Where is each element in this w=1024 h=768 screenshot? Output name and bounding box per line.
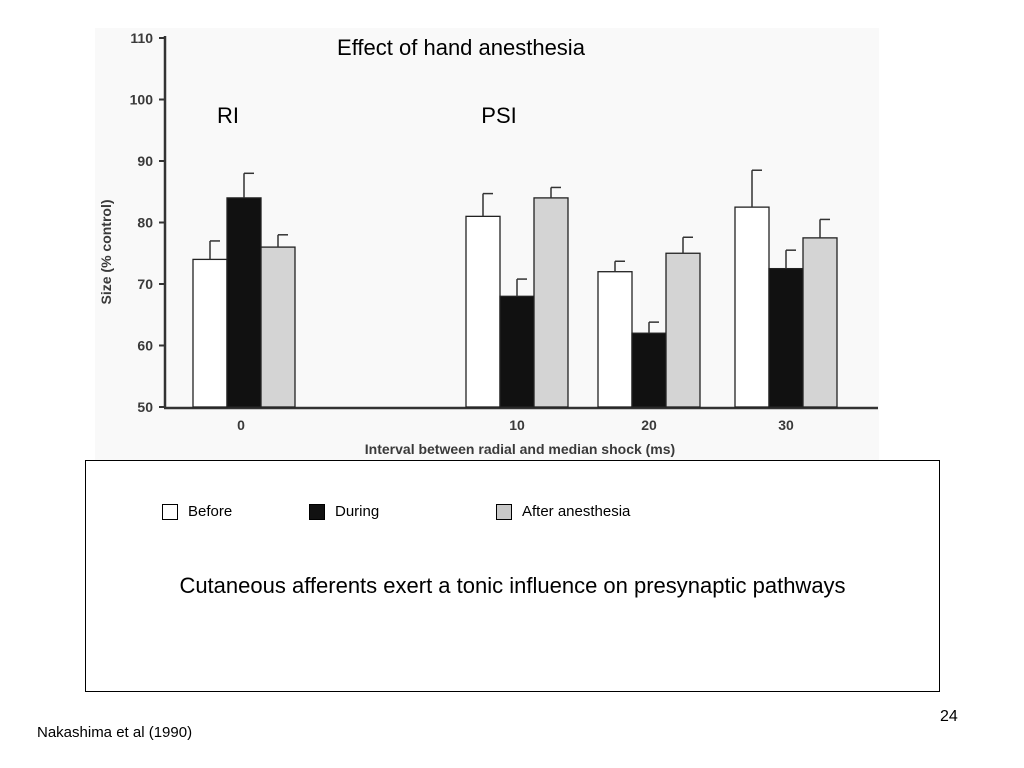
bar-after-anesthesia	[665, 252, 701, 408]
y-tick-label: 70	[137, 276, 153, 292]
chart-title: Effect of hand anesthesia	[337, 35, 586, 60]
x-tick-label: 10	[509, 417, 525, 433]
bar-before	[192, 258, 228, 408]
bar-after-anesthesia	[802, 237, 838, 408]
bar-before	[465, 215, 501, 408]
legend-label-during: During	[335, 503, 380, 520]
x-tick-label: 30	[778, 417, 794, 433]
bar-during	[499, 295, 535, 408]
bar-during	[226, 197, 262, 408]
bar-after-anesthesia	[533, 197, 569, 408]
region-label-ri: RI	[217, 103, 239, 128]
info-box: Before During After anesthesia Cutaneous…	[85, 460, 940, 692]
y-tick-label: 80	[137, 215, 153, 231]
legend-item-after: After anesthesia	[496, 503, 630, 520]
bar-before	[734, 206, 770, 408]
chart-bars	[192, 169, 838, 408]
slide-message: Cutaneous afferents exert a tonic influe…	[179, 573, 846, 598]
y-tick-label: 90	[137, 153, 153, 169]
bar-during	[631, 332, 667, 408]
bar-before	[597, 271, 633, 408]
page-number: 24	[940, 708, 958, 725]
y-axis-title: Size (% control)	[98, 199, 114, 304]
y-tick-label: 100	[130, 92, 154, 108]
legend-label-after: After anesthesia	[522, 503, 631, 520]
x-axis-title: Interval between radial and median shock…	[365, 441, 675, 457]
legend-swatch-before	[162, 503, 178, 520]
chart-axes: 50 60 70 80 90 100 110 0 10 20 30	[130, 30, 878, 433]
x-tick-label: 0	[237, 417, 245, 433]
citation: Nakashima et al (1990)	[37, 724, 193, 741]
legend-swatch-during	[309, 503, 325, 520]
legend-swatch-after	[496, 503, 512, 520]
bar-chart: 50 60 70 80 90 100 110 0 10 20 30 Effect of hand a…	[98, 30, 878, 457]
chart-panel: 50 60 70 80 90 100 110 0 10 20 30 Effect of hand a…	[95, 28, 879, 460]
x-tick-label: 20	[641, 417, 657, 433]
region-label-psi: PSI	[481, 103, 516, 128]
y-tick-label: 110	[130, 30, 153, 46]
legend-item-before: Before	[162, 503, 232, 520]
y-tick-label: 60	[137, 338, 153, 354]
y-tick-label: 50	[137, 399, 153, 415]
legend-label-before: Before	[188, 503, 233, 520]
bar-after-anesthesia	[260, 246, 296, 408]
legend-item-during: During	[309, 503, 379, 520]
bar-during	[768, 267, 804, 408]
